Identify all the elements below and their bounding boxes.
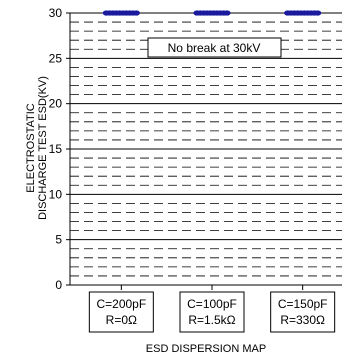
y-tick-label: 30 — [49, 6, 63, 20]
category-label-box — [88, 291, 154, 333]
y-tick-label: 0 — [55, 278, 62, 292]
category-label-box — [179, 291, 245, 333]
category-label-line1: C=150pF — [278, 297, 328, 311]
category-label-box — [270, 291, 336, 333]
data-point — [132, 10, 140, 16]
category-label-line2: R=0Ω — [106, 313, 137, 327]
y-tick-label: 20 — [49, 97, 63, 111]
y-axis-title-line1: ELECTROSTATIC — [25, 103, 37, 192]
category-label-line2: R=1.5kΩ — [188, 313, 235, 327]
y-tick-label: 15 — [49, 142, 63, 156]
category-labels: C=200pF R=0Ω C=100pF R=1.5kΩ C=150pF R=330Ω — [88, 285, 336, 333]
y-tick-label: 25 — [49, 51, 63, 65]
data-point — [314, 10, 322, 16]
y-axis-title-line2: DISCHARGE TEST ESD(KV) — [37, 76, 49, 220]
category-label-line1: C=200pF — [96, 297, 146, 311]
y-tick-label: 5 — [55, 233, 62, 247]
y-tick-label: 10 — [49, 187, 63, 201]
data-point — [223, 10, 231, 16]
annotation-text: No break at 30kV — [168, 41, 261, 55]
y-axis-title: ELECTROSTATIC DISCHARGE TEST ESD(KV) — [25, 76, 49, 220]
x-axis-title: ESD DISPERSION MAP — [145, 343, 267, 355]
category-label-line1: C=100pF — [187, 297, 237, 311]
category-label-line2: R=330Ω — [280, 313, 325, 327]
data-points — [102, 10, 322, 16]
annotation-box: No break at 30kV — [147, 37, 282, 58]
y-tick-labels: 0 5 10 15 20 25 30 — [49, 6, 70, 292]
